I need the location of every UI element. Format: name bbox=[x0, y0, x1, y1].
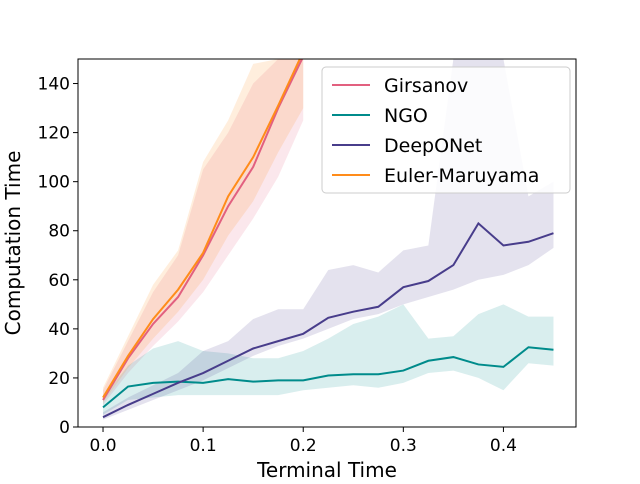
band bbox=[103, 304, 554, 415]
series-line bbox=[102, 221, 554, 419]
x-axis-label: Terminal Time bbox=[256, 458, 397, 480]
legend: Girsanov NGO DeepONet Euler-Maruyama bbox=[321, 66, 571, 194]
legend-label: NGO bbox=[384, 105, 428, 127]
x-tick-label: 0.1 bbox=[190, 436, 217, 456]
y-axis-label: Computation Time bbox=[1, 151, 25, 336]
y-tick-label: 0 bbox=[59, 418, 70, 438]
y-tick-label: 20 bbox=[48, 369, 70, 389]
x-tick-label: 0.4 bbox=[490, 436, 517, 456]
y-tick-label: 100 bbox=[38, 173, 70, 193]
legend-label: Girsanov bbox=[384, 75, 468, 97]
x-tick-label: 0.0 bbox=[90, 436, 117, 456]
series-line bbox=[102, 346, 554, 409]
y-tick-label: 140 bbox=[38, 75, 70, 95]
y-tick-label: 60 bbox=[48, 271, 70, 291]
series-line bbox=[102, 59, 304, 401]
y-tick-label: 120 bbox=[38, 124, 70, 144]
legend-box bbox=[321, 66, 571, 194]
series-line bbox=[102, 59, 301, 399]
y-tick-label: 40 bbox=[48, 320, 70, 340]
band bbox=[103, 59, 304, 403]
y-tick-label: 80 bbox=[48, 222, 70, 242]
plot-frame bbox=[77, 58, 577, 428]
x-tick-label: 0.2 bbox=[290, 436, 317, 456]
legend-label: Euler-Maruyama bbox=[384, 165, 539, 187]
legend-label: DeepONet bbox=[384, 135, 482, 157]
x-tick-label: 0.3 bbox=[390, 436, 417, 456]
